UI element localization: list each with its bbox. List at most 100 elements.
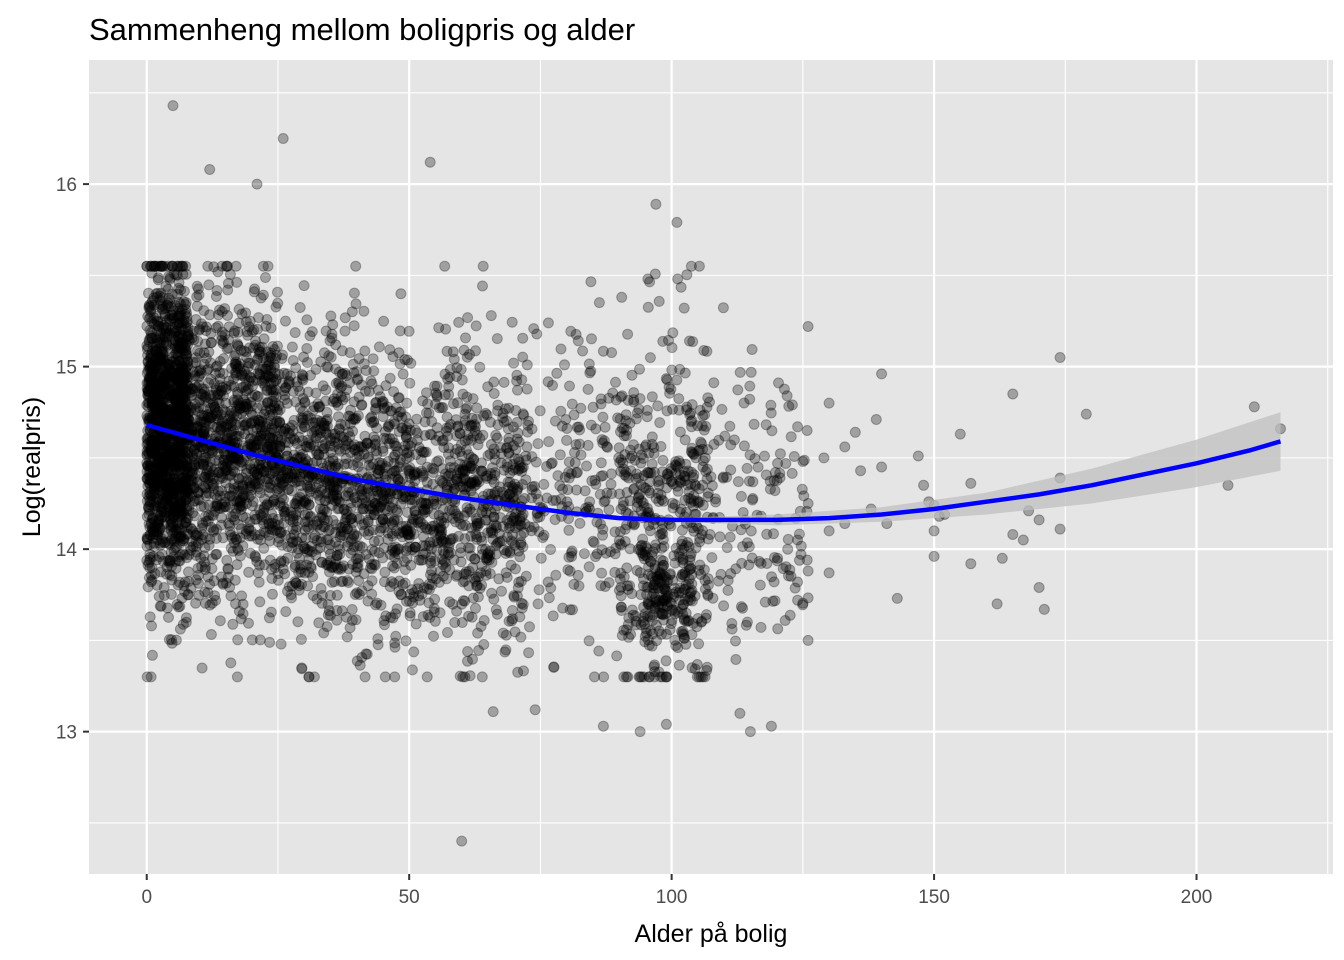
data-point: [155, 486, 167, 498]
data-point: [421, 671, 433, 683]
data-point: [156, 303, 168, 315]
data-point: [193, 289, 205, 301]
data-point: [146, 490, 158, 502]
data-point: [165, 444, 177, 456]
data-point: [198, 305, 210, 317]
data-point: [290, 559, 301, 571]
data-point: [642, 301, 654, 313]
data-point: [652, 400, 664, 412]
data-point: [185, 421, 197, 433]
data-point: [153, 337, 165, 349]
data-point: [200, 515, 212, 527]
data-point: [467, 653, 478, 665]
data-point: [534, 405, 546, 417]
data-point: [759, 450, 770, 462]
data-point: [735, 490, 747, 502]
data-point: [161, 602, 173, 614]
data-point: [447, 346, 459, 358]
data-point: [332, 399, 344, 411]
data-point: [278, 385, 290, 397]
data-point: [247, 496, 259, 507]
data-point: [151, 345, 163, 357]
data-point: [626, 369, 638, 381]
data-point: [692, 523, 704, 534]
data-point: [460, 332, 471, 344]
data-point: [542, 317, 554, 329]
data-point: [665, 383, 677, 395]
data-point: [156, 321, 168, 333]
data-point: [153, 551, 165, 563]
data-point: [173, 277, 185, 288]
data-point: [403, 451, 415, 463]
data-point: [171, 349, 183, 361]
data-point: [524, 621, 535, 633]
data-point: [151, 526, 163, 538]
data-point: [470, 602, 481, 614]
data-point: [453, 316, 465, 328]
data-point: [174, 510, 186, 522]
data-point: [151, 383, 163, 395]
data-point: [339, 458, 350, 470]
data-point: [206, 553, 218, 565]
data-point: [142, 473, 154, 485]
data-point: [145, 443, 156, 455]
data-point: [483, 554, 495, 566]
data-point: [341, 631, 353, 643]
data-point: [179, 395, 191, 407]
data-point: [517, 541, 529, 553]
data-point: [150, 479, 162, 491]
data-point: [423, 540, 435, 552]
data-point: [646, 600, 657, 612]
data-point: [148, 367, 160, 379]
data-point: [208, 526, 220, 537]
data-point: [158, 324, 170, 335]
data-point: [299, 509, 311, 521]
data-point: [153, 355, 165, 367]
data-point: [167, 312, 178, 324]
data-point: [146, 332, 158, 344]
data-point: [205, 411, 217, 423]
data-point: [178, 459, 190, 471]
data-point: [578, 548, 590, 560]
data-point: [228, 482, 240, 494]
data-point: [169, 384, 180, 395]
data-point: [161, 387, 173, 399]
data-point: [678, 613, 690, 625]
data-point: [667, 327, 679, 339]
data-point: [200, 469, 212, 480]
data-point: [166, 476, 177, 488]
data-point: [590, 551, 601, 563]
data-point: [170, 473, 182, 485]
data-point: [179, 391, 191, 403]
chart-title: Sammenheng mellom boligpris og alder: [89, 12, 636, 47]
data-point: [176, 371, 188, 383]
data-point: [379, 566, 391, 578]
data-point: [161, 315, 173, 327]
data-point: [471, 533, 483, 545]
data-point: [497, 407, 509, 419]
data-point: [326, 576, 338, 588]
data-point: [560, 414, 572, 425]
data-point: [419, 504, 431, 516]
data-point: [154, 333, 166, 345]
data-point: [449, 448, 461, 460]
data-point: [358, 518, 370, 530]
data-point: [175, 508, 186, 520]
data-point: [159, 260, 171, 272]
data-point: [318, 417, 330, 429]
data-point: [636, 449, 647, 461]
data-point: [293, 431, 305, 443]
data-point: [768, 528, 779, 540]
data-point: [142, 389, 154, 401]
data-point: [146, 434, 158, 446]
data-point: [180, 412, 191, 423]
data-point: [177, 457, 189, 469]
data-point: [174, 537, 186, 549]
data-point: [274, 417, 286, 429]
data-point: [596, 567, 608, 579]
data-point: [256, 341, 268, 353]
data-point: [605, 478, 617, 490]
minor-grid: [89, 60, 1333, 874]
data-point: [155, 287, 167, 299]
data-point: [161, 371, 173, 383]
